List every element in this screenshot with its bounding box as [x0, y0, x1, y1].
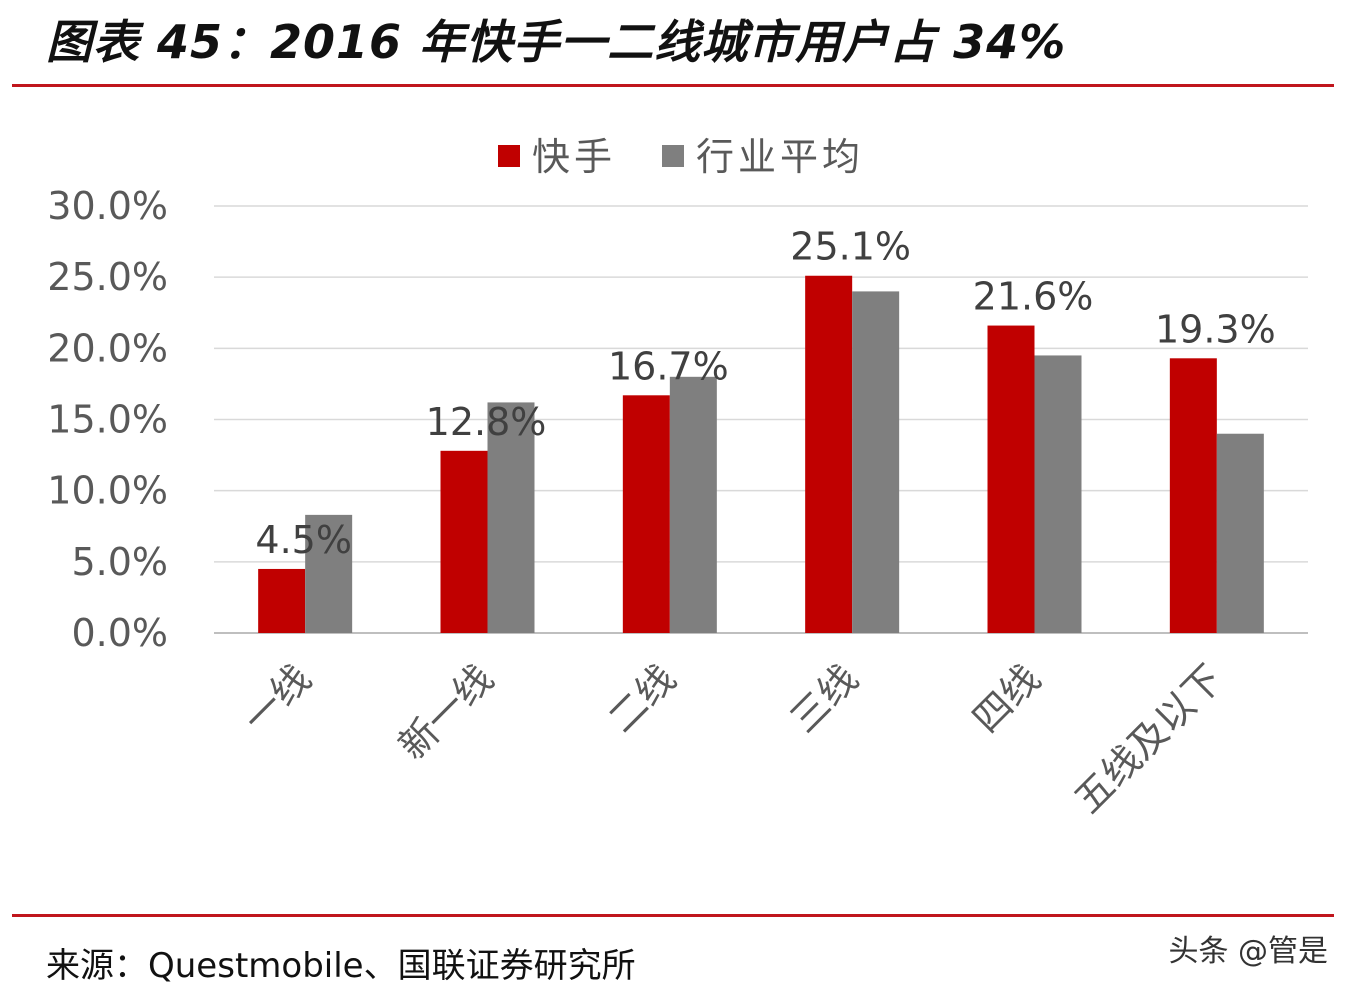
x-tick-label: 二线 — [599, 656, 684, 741]
y-tick-label: 5.0% — [71, 540, 168, 584]
legend-label: 行业平均 — [696, 135, 864, 179]
bar-kuaishou — [805, 275, 853, 633]
x-tick-label: 四线 — [964, 656, 1049, 741]
bar-industry-average — [487, 402, 535, 633]
page-title: 图表 45：2016 年快手一二线城市用户占 34% — [46, 15, 1067, 69]
y-tick-label: 30.0% — [47, 184, 168, 228]
legend-industry-average: 行业平均 — [662, 135, 864, 179]
x-tick-label: 一线 — [235, 656, 320, 741]
bar-kuaishou — [987, 325, 1035, 633]
source-note: 来源：Questmobile、国联证券研究所 — [46, 946, 636, 986]
y-tick-label: 10.0% — [47, 469, 168, 513]
bar-kuaishou — [1169, 358, 1217, 633]
y-tick-label: 15.0% — [47, 398, 168, 442]
legend-label: 快手 — [532, 135, 616, 179]
data-label: 25.1% — [790, 225, 911, 269]
y-tick-label: 20.0% — [47, 326, 168, 370]
data-label: 12.8% — [426, 400, 547, 444]
bar-industry-average — [852, 291, 900, 633]
bars — [258, 275, 1264, 633]
y-tick-label: 25.0% — [47, 255, 168, 299]
y-axis-ticks: 0.0% 5.0% 10.0% 15.0% 20.0% 25.0% 30.0% — [47, 184, 168, 655]
x-tick-label: 三线 — [782, 656, 867, 741]
bar-kuaishou — [622, 395, 670, 633]
footer-divider — [12, 914, 1334, 917]
x-axis-ticks: 一线 新一线 二线 三线 四线 五线及以下 — [235, 656, 1232, 821]
title-divider — [12, 84, 1334, 87]
bar-kuaishou — [440, 450, 488, 633]
x-tick-label: 新一线 — [390, 656, 502, 768]
gridlines — [214, 205, 1308, 634]
bar-chart: 0.0% 5.0% 10.0% 15.0% 20.0% 25.0% 30.0% 4.5% 12… — [47, 135, 1308, 822]
data-label: 19.3% — [1155, 307, 1276, 351]
bar-industry-average — [305, 514, 353, 633]
bar-industry-average — [1216, 433, 1264, 633]
data-label: 16.7% — [608, 344, 729, 388]
bar-industry-average — [1034, 355, 1082, 633]
legend-swatch — [498, 145, 520, 167]
watermark: 头条 @管是 — [1168, 934, 1328, 969]
legend-swatch — [662, 145, 684, 167]
data-label: 4.5% — [255, 518, 352, 562]
x-tick-label: 五线及以下 — [1066, 656, 1231, 821]
data-labels: 4.5% 12.8% 16.7% 25.1% 21.6% 19.3% — [255, 225, 1275, 562]
legend: 快手 行业平均 — [498, 135, 864, 179]
bar-kuaishou — [258, 568, 306, 633]
bar-industry-average — [669, 376, 717, 633]
legend-kuaishou: 快手 — [498, 135, 616, 179]
y-tick-label: 0.0% — [71, 611, 168, 655]
data-label: 21.6% — [973, 275, 1094, 319]
